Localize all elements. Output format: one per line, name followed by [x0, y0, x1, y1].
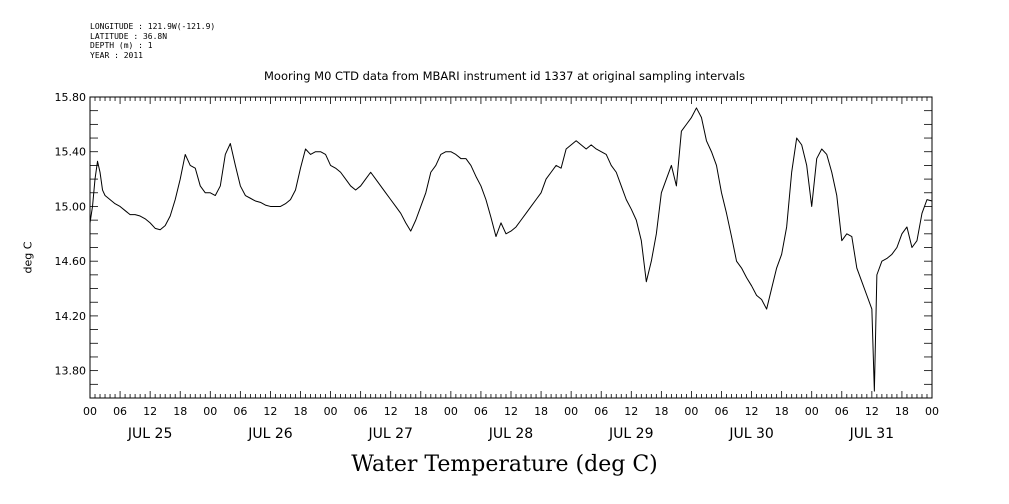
x-tick-label: 00: [805, 405, 819, 418]
x-axis-label: Water Temperature (deg C): [351, 452, 658, 477]
day-label: JUL 25: [127, 426, 172, 442]
x-tick-label: 06: [233, 405, 247, 418]
x-tick-label: 06: [835, 405, 849, 418]
day-label: JUL 31: [849, 426, 894, 442]
x-tick-label: 00: [83, 405, 97, 418]
y-tick-label: 15.80: [55, 91, 87, 104]
x-tick-label: 18: [654, 405, 668, 418]
temperature-series-line: [89, 107, 933, 392]
x-tick-label: 06: [594, 405, 608, 418]
x-tick-label: 06: [474, 405, 488, 418]
x-tick-label: 18: [895, 405, 909, 418]
x-tick-label: 18: [534, 405, 548, 418]
x-tick-label: 18: [414, 405, 428, 418]
x-tick-label: 00: [324, 405, 338, 418]
y-tick-label: 15.00: [55, 200, 87, 213]
y-tick-label: 15.40: [55, 146, 87, 159]
x-tick-label: 12: [745, 405, 759, 418]
day-label: JUL 30: [728, 426, 773, 442]
x-tick-label: 00: [444, 405, 458, 418]
x-tick-label: 12: [143, 405, 157, 418]
metadata-latitude: LATITUDE : 36.8N: [90, 31, 168, 41]
day-label: JUL 26: [247, 426, 293, 442]
x-tick-label: 18: [775, 405, 789, 418]
day-label: JUL 27: [367, 426, 412, 442]
x-tick-label: 00: [684, 405, 698, 418]
x-tick-label: 06: [715, 405, 729, 418]
metadata-year: YEAR : 2011: [90, 50, 143, 60]
metadata-depth: DEPTH (m) : 1: [90, 41, 153, 50]
y-tick-label: 14.20: [55, 310, 87, 323]
x-tick-label: 12: [384, 405, 398, 418]
x-tick-label: 06: [354, 405, 368, 418]
metadata-longitude: LONGITUDE : 121.9W(-121.9): [90, 22, 216, 31]
chart-title: Mooring M0 CTD data from MBARI instrumen…: [264, 69, 745, 83]
x-tick-label: 06: [113, 405, 127, 418]
y-tick-label: 14.60: [55, 255, 87, 268]
x-tick-label: 00: [564, 405, 578, 418]
x-tick-label: 00: [925, 405, 939, 418]
day-label: JUL 29: [608, 426, 653, 442]
x-tick-label: 18: [173, 405, 187, 418]
x-tick-label: 12: [624, 405, 638, 418]
x-tick-label: 12: [865, 405, 879, 418]
metadata-block: LONGITUDE : 121.9W(-121.9) LATITUDE : 36…: [90, 22, 215, 60]
x-tick-label: 12: [263, 405, 277, 418]
x-tick-label: 12: [504, 405, 518, 418]
y-tick-label: 13.80: [55, 365, 87, 378]
plot-frame: [89, 96, 933, 399]
x-tick-label: 18: [294, 405, 308, 418]
x-tick-label: 00: [203, 405, 217, 418]
day-label: JUL 28: [488, 426, 533, 442]
